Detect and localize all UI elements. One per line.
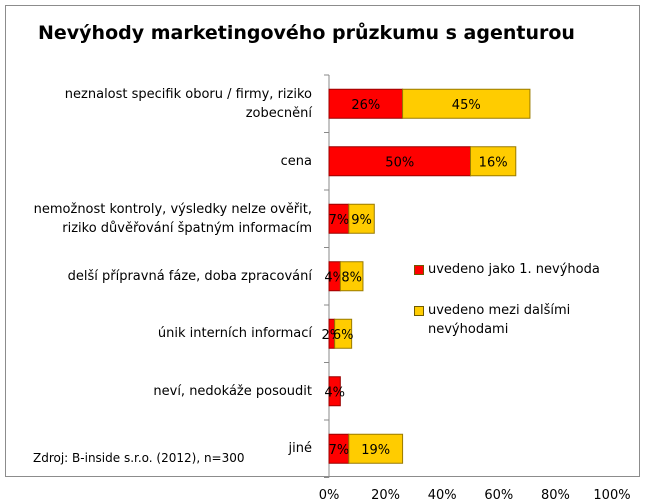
bar-other — [348, 433, 404, 464]
data-label: 4% — [324, 270, 345, 285]
legend: uvedeno jako 1. nevýhoda uvedeno mezi da… — [414, 260, 614, 361]
data-label: 6% — [333, 328, 354, 343]
bar-first — [328, 146, 471, 177]
category-label: neznalost specifik oboru / firmy, riziko… — [64, 86, 312, 121]
legend-swatch-yellow — [414, 306, 424, 316]
x-tick-label: 20% — [371, 487, 401, 503]
data-label: 7% — [329, 213, 350, 228]
chart-title: Nevýhody marketingového průzkumu s agent… — [38, 22, 575, 44]
legend-item-first: uvedeno jako 1. nevýhoda — [414, 260, 614, 279]
data-label: 8% — [341, 270, 362, 285]
bar-other — [402, 88, 531, 119]
source-note: Zdroj: B-inside s.r.o. (2012), n=300 — [33, 451, 245, 465]
category-label: jiné — [288, 441, 312, 457]
data-label: 45% — [452, 98, 481, 113]
x-tick-label: 80% — [540, 487, 570, 503]
legend-item-other: uvedeno mezi dalšími nevýhodami — [414, 301, 614, 339]
plot-area: 26% 45%50% 16%7% 9%4%8%2%6%4%7% 19% — [322, 74, 531, 478]
data-label: 50% — [385, 155, 414, 170]
category-label: neví, nedokáže posoudit — [153, 383, 312, 399]
bar-other — [339, 261, 364, 292]
bar-other — [334, 318, 353, 349]
data-label: 19% — [361, 443, 390, 458]
category-label: únik interních informací — [157, 326, 312, 342]
bar-other — [348, 203, 375, 234]
legend-label-first: uvedeno jako 1. nevýhoda — [428, 262, 600, 277]
chart-frame — [5, 5, 640, 477]
legend-label-other: uvedeno mezi dalšími nevýhodami — [428, 303, 571, 337]
bar-other — [470, 146, 517, 177]
category-label: nemožnost kontroly, výsledky nelze ověři… — [33, 201, 312, 236]
x-tick-label: 0% — [318, 487, 340, 503]
data-label: 16% — [479, 155, 508, 170]
data-label: 4% — [324, 385, 345, 400]
data-label: 26% — [351, 98, 380, 113]
legend-swatch-red — [414, 265, 424, 275]
category-label: delší přípravná fáze, doba zpracování — [67, 268, 312, 284]
category-label: cena — [280, 153, 312, 169]
data-label: 9% — [351, 213, 372, 228]
x-tick-label: 100% — [593, 487, 631, 503]
x-tick-label: 40% — [427, 487, 457, 503]
data-label: 7% — [329, 443, 350, 458]
x-tick-label: 60% — [484, 487, 514, 503]
bar-first — [328, 376, 341, 407]
